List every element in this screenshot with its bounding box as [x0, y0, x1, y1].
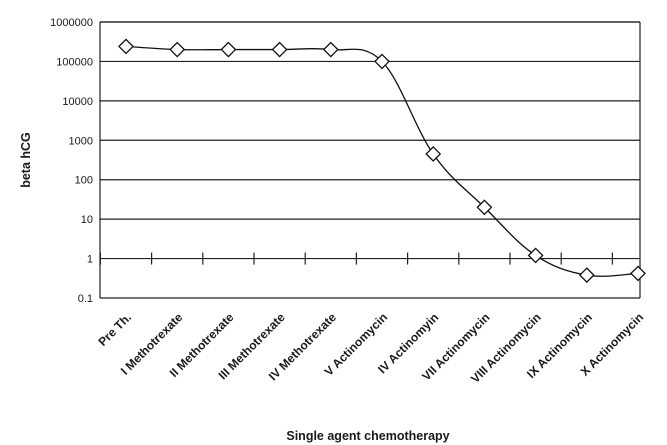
data-point: [374, 53, 390, 70]
data-point: [425, 146, 442, 162]
data-point: [169, 41, 186, 58]
data-point: [271, 41, 288, 58]
data-point: [578, 267, 595, 284]
gridlines: [100, 21, 640, 260]
y-tick-label: 10: [81, 214, 93, 226]
axes: [99, 21, 641, 299]
y-tick-labels: 0.1 1 10 100 1000 10000 100000 1000000: [50, 17, 93, 305]
y-tick-label: 1000: [69, 135, 93, 147]
y-tick-label: 1: [87, 254, 93, 266]
x-axis-title: Single agent chemotherapy: [286, 429, 449, 443]
data-point: [630, 265, 646, 282]
series: [118, 38, 646, 284]
data-point: [527, 247, 544, 264]
y-tick-label: 1000000: [50, 17, 93, 29]
y-tick-label: 10000: [62, 96, 93, 108]
data-point: [220, 41, 237, 58]
y-axis-title: beta hCG: [19, 132, 33, 188]
data-point: [118, 38, 134, 55]
y-tick-label: 0.1: [78, 293, 93, 305]
y-tick-label: 100: [75, 175, 93, 187]
data-point: [476, 199, 493, 216]
y-tick-label: 100000: [56, 56, 93, 68]
data-point: [322, 41, 339, 58]
x-tick-label: Pre Th.: [95, 310, 134, 349]
series-line: [125, 45, 639, 277]
